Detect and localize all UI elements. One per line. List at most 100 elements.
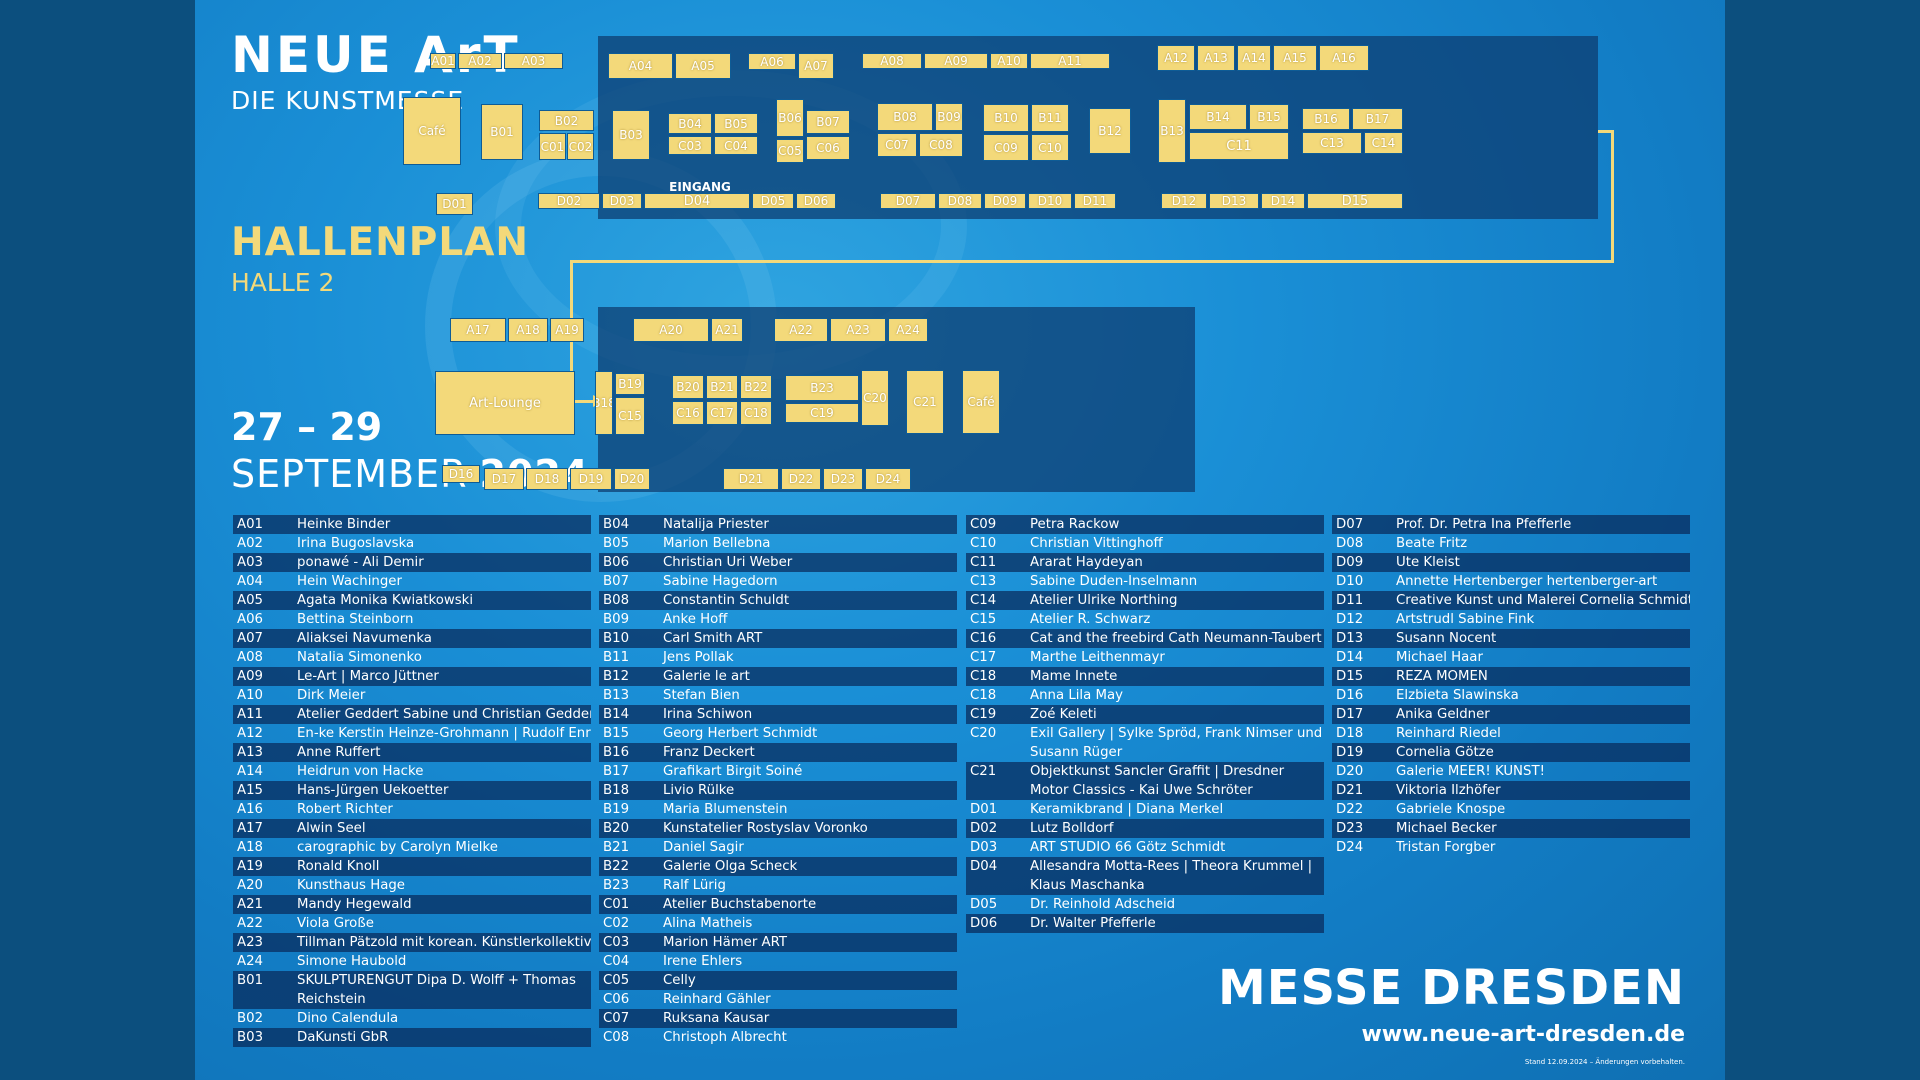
booth-d23[interactable]: D23 — [823, 468, 863, 490]
booth-d18[interactable]: D18 — [526, 468, 568, 490]
booth-b03[interactable]: B03 — [612, 110, 650, 160]
booth-d13[interactable]: D13 — [1209, 193, 1259, 209]
booth-c15[interactable]: C15 — [615, 397, 645, 435]
booth-b06[interactable]: B06 — [776, 99, 804, 137]
booth-code: A10 — [237, 688, 264, 703]
booth-d22[interactable]: D22 — [781, 468, 821, 490]
booth-a13[interactable]: A13 — [1197, 45, 1235, 71]
booth-d08[interactable]: D08 — [938, 193, 982, 209]
booth-a14[interactable]: A14 — [1237, 45, 1271, 71]
booth-c10[interactable]: C10 — [1031, 134, 1069, 161]
booth-a23[interactable]: A23 — [830, 318, 886, 342]
booth-caf-[interactable]: Café — [962, 370, 1000, 434]
booth-b20[interactable]: B20 — [672, 375, 704, 399]
booth-b02[interactable]: B02 — [539, 110, 594, 131]
booth-a22[interactable]: A22 — [774, 318, 828, 342]
booth-d21[interactable]: D21 — [723, 468, 779, 490]
booth-b17[interactable]: B17 — [1352, 108, 1403, 130]
booth-b10[interactable]: B10 — [983, 104, 1029, 132]
booth-b23[interactable]: B23 — [785, 375, 859, 401]
booth-d20[interactable]: D20 — [614, 468, 650, 490]
booth-b09[interactable]: B09 — [935, 103, 963, 131]
booth-a08[interactable]: A08 — [862, 53, 922, 69]
booth-b21[interactable]: B21 — [706, 375, 738, 399]
booth-a11[interactable]: A11 — [1030, 53, 1110, 69]
exhibitor-row: B16 Franz Deckert — [599, 743, 957, 762]
booth-b08[interactable]: B08 — [877, 103, 933, 131]
booth-c20[interactable]: C20 — [861, 370, 889, 426]
booth-b12[interactable]: B12 — [1089, 108, 1131, 154]
booth-a04[interactable]: A04 — [608, 53, 673, 79]
booth-d07[interactable]: D07 — [880, 193, 936, 209]
booth-a17[interactable]: A17 — [450, 318, 506, 342]
booth-b01[interactable]: B01 — [481, 104, 523, 160]
booth-a20[interactable]: A20 — [633, 318, 709, 342]
booth-a05[interactable]: A05 — [675, 53, 731, 79]
booth-b11[interactable]: B11 — [1031, 104, 1069, 132]
booth-b15[interactable]: B15 — [1249, 104, 1289, 130]
booth-code: D19 — [1336, 745, 1364, 760]
booth-d10[interactable]: D10 — [1028, 193, 1072, 209]
booth-a15[interactable]: A15 — [1273, 45, 1317, 71]
booth-d15[interactable]: D15 — [1307, 193, 1403, 209]
booth-c13[interactable]: C13 — [1302, 132, 1362, 154]
website-url[interactable]: www.neue-art-dresden.de — [1361, 1022, 1685, 1047]
booth-d12[interactable]: D12 — [1161, 193, 1207, 209]
booth-d06[interactable]: D06 — [796, 193, 836, 209]
booth-c05[interactable]: C05 — [776, 139, 804, 163]
booth-c04[interactable]: C04 — [714, 136, 758, 155]
booth-b22[interactable]: B22 — [740, 375, 772, 399]
booth-b18[interactable]: B18 — [595, 371, 613, 435]
booth-d11[interactable]: D11 — [1074, 193, 1116, 209]
booth-d05[interactable]: D05 — [752, 193, 794, 209]
booth-b04[interactable]: B04 — [668, 113, 712, 134]
booth-b05[interactable]: B05 — [714, 113, 758, 134]
booth-d04[interactable]: D04 — [644, 193, 750, 209]
booth-a16[interactable]: A16 — [1319, 45, 1369, 71]
booth-d16[interactable]: D16 — [442, 465, 480, 483]
booth-a24[interactable]: A24 — [888, 318, 928, 342]
booth-a09[interactable]: A09 — [924, 53, 988, 69]
booth-c16[interactable]: C16 — [672, 401, 704, 425]
booth-c11[interactable]: C11 — [1189, 132, 1289, 160]
booth-c08[interactable]: C08 — [919, 133, 963, 157]
booth-b14[interactable]: B14 — [1189, 104, 1247, 130]
booth-a12[interactable]: A12 — [1157, 45, 1195, 71]
booth-art-lounge[interactable]: Art-Lounge — [435, 371, 575, 435]
booth-b19[interactable]: B19 — [615, 373, 645, 395]
booth-a02[interactable]: A02 — [458, 53, 502, 69]
booth-a21[interactable]: A21 — [711, 318, 743, 342]
booth-c19[interactable]: C19 — [785, 403, 859, 423]
booth-c06[interactable]: C06 — [806, 136, 850, 160]
booth-c03[interactable]: C03 — [668, 136, 712, 155]
booth-a07[interactable]: A07 — [798, 53, 834, 79]
booth-c07[interactable]: C07 — [877, 133, 917, 157]
booth-a10[interactable]: A10 — [990, 53, 1028, 69]
booth-d03[interactable]: D03 — [602, 193, 642, 209]
booth-a01[interactable]: A01 — [430, 53, 456, 69]
booth-c18[interactable]: C18 — [740, 401, 772, 425]
booth-caf-[interactable]: Café — [403, 97, 461, 165]
exhibitor-name: Celly — [663, 973, 696, 988]
booth-a03[interactable]: A03 — [504, 53, 563, 69]
booth-d09[interactable]: D09 — [984, 193, 1026, 209]
booth-c21[interactable]: C21 — [906, 370, 944, 434]
booth-a18[interactable]: A18 — [508, 318, 548, 342]
booth-c14[interactable]: C14 — [1364, 132, 1403, 154]
booth-d02[interactable]: D02 — [538, 193, 600, 209]
booth-b13[interactable]: B13 — [1158, 99, 1186, 163]
booth-d19[interactable]: D19 — [570, 468, 612, 490]
booth-a19[interactable]: A19 — [550, 318, 584, 342]
booth-a06[interactable]: A06 — [748, 53, 796, 70]
booth-c09[interactable]: C09 — [983, 134, 1029, 161]
booth-d24[interactable]: D24 — [865, 468, 911, 490]
booth-d14[interactable]: D14 — [1261, 193, 1305, 209]
booth-c17[interactable]: C17 — [706, 401, 738, 425]
booth-c01[interactable]: C01 — [539, 133, 566, 160]
booth-d01[interactable]: D01 — [436, 193, 473, 215]
booth-c02[interactable]: C02 — [567, 133, 594, 160]
booth-b07[interactable]: B07 — [806, 110, 850, 134]
booth-b16[interactable]: B16 — [1302, 108, 1350, 130]
booth-d17[interactable]: D17 — [484, 468, 524, 490]
booth-code: A24 — [237, 954, 264, 969]
